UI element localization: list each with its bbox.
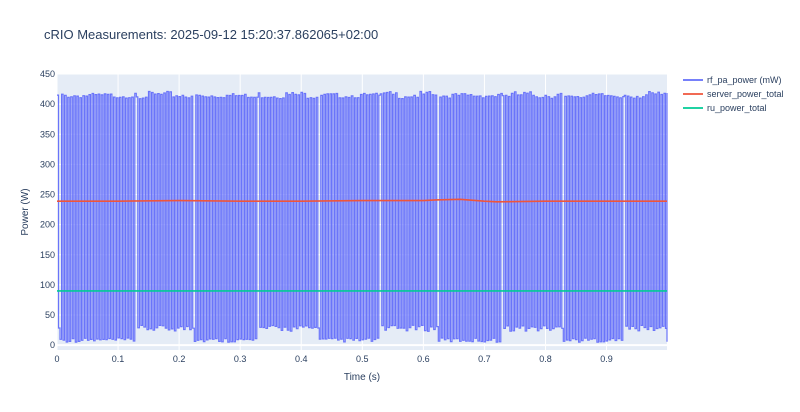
y-tick-label: 200 [40, 220, 55, 230]
x-tick-label: 0.1 [112, 354, 125, 364]
y-tick-label: 350 [40, 129, 55, 139]
legend-item[interactable]: rf_pa_power (mW) [683, 75, 782, 85]
y-tick-label: 0 [50, 340, 55, 350]
x-tick-label: 0.8 [539, 354, 552, 364]
legend-label: rf_pa_power (mW) [707, 75, 782, 85]
y-tick-label: 300 [40, 159, 55, 169]
legend-label: ru_power_total [707, 103, 767, 113]
x-tick-label: 0.3 [234, 354, 247, 364]
tick-labels: 0 0.1 0.2 0.3 0.4 0.5 0.6 0.7 0.8 0.9 0 50 100 150 200… [40, 69, 613, 364]
y-tick-label: 450 [40, 69, 55, 79]
y-tick-label: 100 [40, 280, 55, 290]
y-tick-label: 400 [40, 99, 55, 109]
y-axis-title: Power (W) [20, 188, 31, 235]
series-line-rf-pa-power [57, 90, 668, 343]
x-tick-label: 0.2 [173, 354, 186, 364]
legend[interactable]: rf_pa_power (mW) server_power_total ru_pow… [683, 75, 784, 113]
y-tick-label: 150 [40, 250, 55, 260]
x-tick-label: 0.5 [356, 354, 369, 364]
chart-title: cRIO Measurements: 2025-09-12 15:20:37.8… [44, 27, 378, 42]
x-tick-label: 0.6 [417, 354, 430, 364]
series-layer [57, 90, 668, 343]
legend-label: server_power_total [707, 89, 784, 99]
y-tick-label: 250 [40, 190, 55, 200]
series-line-server-power-total [57, 198, 667, 203]
x-tick-label: 0.7 [478, 354, 491, 364]
x-axis-title: Time (s) [344, 372, 380, 383]
x-tick-label: 0 [54, 354, 59, 364]
y-tick-label: 50 [45, 310, 55, 320]
legend-item[interactable]: ru_power_total [683, 103, 767, 113]
legend-item[interactable]: server_power_total [683, 89, 784, 99]
x-tick-label: 0.9 [600, 354, 613, 364]
x-tick-label: 0.4 [295, 354, 308, 364]
